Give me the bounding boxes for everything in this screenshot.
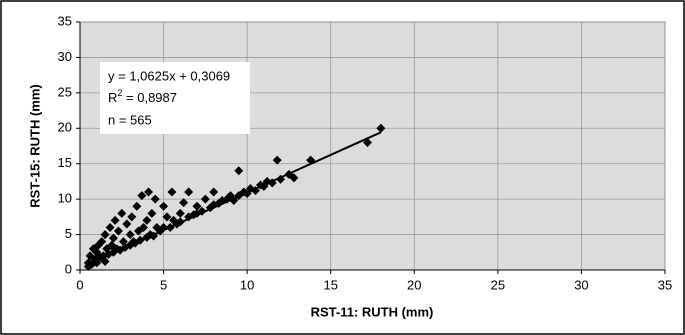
- point: [162, 212, 172, 222]
- point: [139, 222, 149, 232]
- trendline: [87, 131, 382, 265]
- point: [132, 201, 142, 211]
- point: [209, 187, 219, 197]
- x-tick-label: 10: [240, 277, 254, 292]
- point: [105, 222, 115, 232]
- point: [100, 256, 110, 266]
- n-count: n = 565: [108, 112, 152, 127]
- point: [144, 187, 154, 197]
- y-tick-label: 10: [58, 191, 72, 206]
- point: [117, 208, 127, 218]
- y-tick-label: 15: [58, 155, 72, 170]
- point: [97, 237, 107, 247]
- x-tick-label: 0: [76, 277, 83, 292]
- point: [167, 187, 177, 197]
- x-tick-label: 35: [658, 277, 672, 292]
- point: [125, 230, 135, 240]
- point: [147, 208, 157, 218]
- x-tick-label: 25: [491, 277, 505, 292]
- point: [85, 251, 95, 261]
- y-tick-label: 5: [65, 226, 72, 241]
- y-axis-title: RST-15: RUTH (mm): [27, 84, 42, 208]
- y-tick-label: 25: [58, 84, 72, 99]
- point: [110, 215, 120, 225]
- x-tick-label: 5: [160, 277, 167, 292]
- point: [289, 173, 299, 183]
- x-tick-label: 20: [407, 277, 421, 292]
- point: [272, 155, 282, 165]
- x-tick-label: 30: [574, 277, 588, 292]
- point: [150, 194, 160, 204]
- r2-base: R: [108, 90, 117, 105]
- annotation-box: [100, 62, 250, 134]
- point: [108, 233, 118, 243]
- point: [100, 230, 110, 240]
- point: [200, 194, 210, 204]
- point: [175, 208, 185, 218]
- point: [142, 215, 152, 225]
- plot-area: [79, 21, 666, 271]
- y-tick-label: 30: [58, 49, 72, 64]
- point: [376, 123, 386, 133]
- point: [179, 198, 189, 208]
- point: [234, 166, 244, 176]
- r2-rest: = 0,8987: [122, 90, 177, 105]
- y-tick-label: 0: [65, 261, 72, 276]
- y-tick-label: 20: [58, 120, 72, 135]
- point: [192, 201, 202, 211]
- point: [127, 212, 137, 222]
- point: [137, 191, 147, 201]
- point: [159, 201, 169, 211]
- r-squared: R2 = 0,8987: [108, 88, 177, 105]
- point: [122, 219, 132, 229]
- x-axis-title: RST-11: RUTH (mm): [311, 304, 434, 319]
- point: [184, 187, 194, 197]
- y-tick-label: 35: [58, 13, 72, 28]
- point: [113, 226, 123, 236]
- equation: y = 1,0625x + 0,3069: [108, 68, 230, 83]
- r2-sup: 2: [117, 88, 122, 98]
- x-tick-label: 15: [323, 277, 337, 292]
